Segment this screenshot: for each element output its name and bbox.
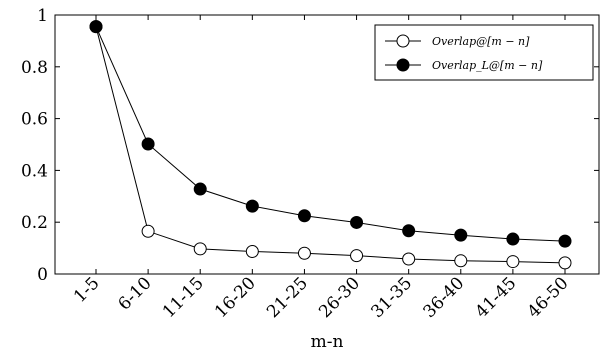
legend-marker-open-icon (396, 34, 410, 48)
x-axis-title: m-n (311, 332, 344, 352)
x-tick-label: 16-20 (211, 273, 260, 322)
filled-data-point (193, 182, 207, 196)
open-data-point (506, 255, 520, 269)
plot-frame (54, 14, 600, 275)
y-tick-label: 0.6 (21, 110, 48, 130)
open-data-point (245, 244, 259, 258)
legend-box (374, 24, 594, 81)
series-lines (95, 26, 566, 264)
filled-data-point (402, 224, 416, 238)
y-axis: 0 0.2 0.4 0.6 0.8 1 (21, 6, 599, 285)
x-tick-label: 46-50 (524, 273, 573, 322)
x-tick-label: 41-45 (472, 273, 521, 322)
open-data-point (350, 249, 364, 263)
x-tick-label: 11-15 (159, 273, 208, 322)
legend-entry-overlap-l: Overlap_L@[m − n] (432, 59, 543, 72)
y-tick-label: 0.2 (21, 213, 48, 233)
filled-data-point (89, 20, 103, 34)
open-data-point (454, 254, 468, 268)
y-tick-label: 0.8 (21, 58, 48, 78)
x-tick-label: 6-10 (114, 273, 155, 314)
filled-data-point (454, 228, 468, 242)
filled-data-point (141, 137, 155, 151)
open-data-point (141, 224, 155, 238)
open-data-point (297, 246, 311, 260)
x-tick-label: 36-40 (420, 273, 469, 322)
y-tick-label: 0 (37, 265, 48, 285)
open-data-point (402, 252, 416, 266)
x-tick-label: 1-5 (70, 273, 104, 307)
filled-data-point (350, 215, 364, 229)
series-line-1 (95, 26, 566, 242)
filled-data-point (297, 209, 311, 223)
x-tick-label: 21-25 (263, 273, 312, 322)
y-tick-label: 0.4 (21, 161, 48, 181)
open-data-point (558, 256, 572, 270)
x-tick-label: 31-35 (367, 273, 416, 322)
legend-marker-filled-icon (396, 58, 410, 72)
series-line-0 (95, 26, 566, 264)
legend: Overlap@[m − n] Overlap_L@[m − n] (374, 24, 594, 81)
filled-data-point (245, 199, 259, 213)
open-data-point (193, 242, 207, 256)
x-tick-label: 26-30 (315, 273, 364, 322)
y-tick-label: 1 (37, 6, 48, 26)
filled-data-point (558, 234, 572, 248)
legend-entry-overlap: Overlap@[m − n] (432, 35, 530, 48)
series-markers (89, 20, 572, 270)
filled-data-point (506, 232, 520, 246)
